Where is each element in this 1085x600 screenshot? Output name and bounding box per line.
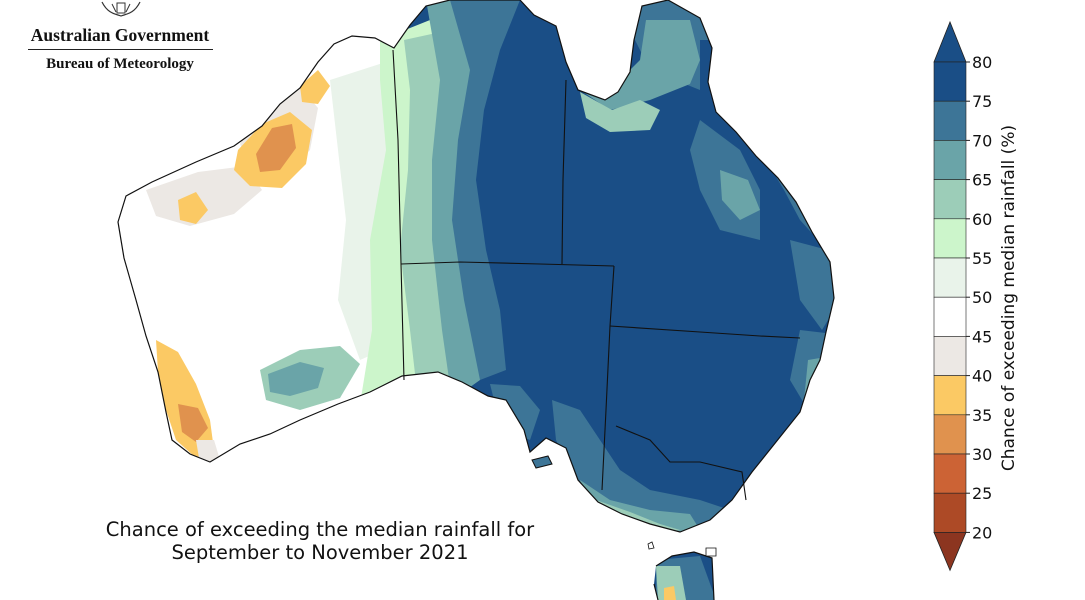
brand-divider [28, 49, 213, 50]
legend-swatch-40–45 [933, 336, 967, 376]
legend-max-arrow [933, 20, 967, 63]
legend-tick-label: 45 [972, 327, 992, 346]
map-title: Chance of exceeding the median rainfall … [60, 518, 580, 564]
legend-swatch-35–40 [933, 375, 967, 416]
legend-swatch-55–60 [933, 218, 967, 259]
legend-tick-label: 75 [972, 92, 992, 111]
legend-swatch-30–35 [933, 414, 967, 455]
legend-tick-label: 80 [972, 53, 992, 72]
legend-min-arrow [933, 532, 967, 572]
map-title-line2: September to November 2021 [171, 541, 469, 564]
legend-tick-label: 55 [972, 249, 992, 268]
agency-name: Bureau of Meteorology [46, 56, 194, 72]
government-name: Australian Government [30, 25, 210, 45]
map-title-line1: Chance of exceeding the median rainfall … [105, 518, 535, 541]
legend-tick-label: 25 [972, 484, 992, 503]
legend-swatch-75–80 [933, 61, 967, 102]
government-branding: Australian Government Bureau of Meteorol… [22, 0, 218, 80]
legend-tick-label: 50 [972, 288, 992, 307]
legend-axis-label: Chance of exceeding median rainfall (%) [999, 124, 1019, 472]
legend-swatch-25–30 [933, 453, 967, 494]
legend-swatch-45–50 [933, 296, 967, 337]
legend-tick-label: 30 [972, 445, 992, 464]
legend-swatch-20–25 [933, 492, 967, 533]
legend-tick-label: 20 [972, 523, 992, 542]
legend-tick-label: 60 [972, 210, 992, 229]
coat-of-arms-icon [101, 1, 141, 17]
legend-swatch-65–70 [933, 140, 967, 180]
legend-tick-label: 70 [972, 131, 992, 150]
legend-tick-label: 40 [972, 367, 992, 386]
legend-swatch-70–75 [933, 100, 967, 141]
legend-swatch-60–65 [933, 179, 967, 220]
legend-swatch-50–55 [933, 257, 967, 298]
legend-tick-label: 35 [972, 406, 992, 425]
legend-tick-label: 65 [972, 171, 992, 190]
